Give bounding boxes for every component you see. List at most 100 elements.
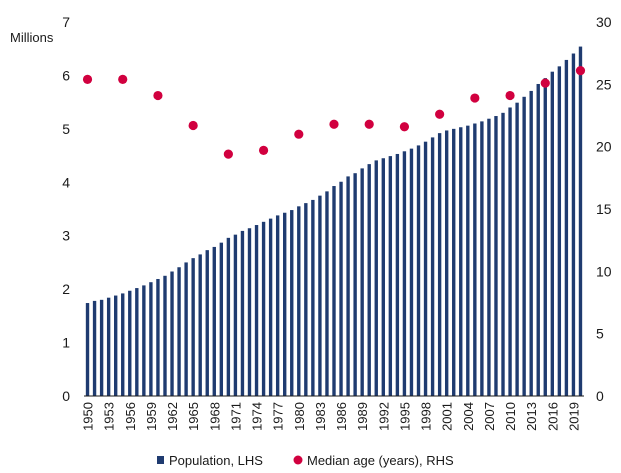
x-axis-ticks: 1950 1953 1956 1959 1962 1965 1968 1971 1974 1977… xyxy=(81,402,582,431)
population-bar-1966 xyxy=(198,254,202,396)
population-bar-2005 xyxy=(473,123,477,396)
population-bar-1964 xyxy=(184,262,188,396)
right-tick-label: 15 xyxy=(596,201,612,217)
population-bar-2016 xyxy=(550,71,554,396)
population-bar-2007 xyxy=(487,118,491,397)
left-tick-label: 1 xyxy=(62,335,70,351)
population-bar-1988 xyxy=(353,173,357,396)
median-age-point-1955 xyxy=(118,74,128,84)
x-tick-label: 1983 xyxy=(313,402,328,431)
population-bar-1991 xyxy=(374,160,378,396)
x-tick-label: 2016 xyxy=(545,402,560,431)
x-tick-label: 1962 xyxy=(165,402,180,431)
population-bar-2013 xyxy=(529,90,533,397)
population-bar-1975 xyxy=(261,221,266,396)
population-bar-1977 xyxy=(275,215,280,396)
population-bar-1962 xyxy=(170,271,174,396)
legend-median-age-swatch xyxy=(293,455,303,465)
population-bar-1967 xyxy=(205,250,209,396)
x-tick-label: 1953 xyxy=(102,402,117,431)
legend-median-age-label: Median age (years), RHS xyxy=(307,453,454,468)
left-tick-label: 4 xyxy=(62,174,70,190)
legend-population-label: Population, LHS xyxy=(169,453,263,468)
right-tick-label: 5 xyxy=(596,326,604,342)
population-bar-2018 xyxy=(564,59,569,397)
x-tick-label: 1959 xyxy=(144,402,159,431)
population-bar-2006 xyxy=(480,121,484,396)
right-axis-ticks: 0 5 10 15 20 25 30 xyxy=(596,14,612,404)
population-bar-2017 xyxy=(557,66,562,396)
x-tick-label: 1965 xyxy=(186,402,201,431)
right-tick-label: 10 xyxy=(596,263,612,279)
median-age-point-2020 xyxy=(575,66,586,76)
population-bar-2011 xyxy=(515,102,519,397)
population-bar-1998 xyxy=(423,141,428,396)
population-bar-1952 xyxy=(99,299,104,396)
population-bar-1978 xyxy=(283,212,287,396)
population-bar-1970 xyxy=(226,237,231,396)
x-tick-label: 1995 xyxy=(397,402,412,431)
population-bar-1963 xyxy=(177,267,181,396)
x-tick-label: 1977 xyxy=(271,402,286,431)
population-bar-1956 xyxy=(128,290,132,396)
population-bar-2014 xyxy=(536,83,540,396)
x-tick-label: 1956 xyxy=(123,402,138,431)
population-bar-2004 xyxy=(466,125,470,397)
legend: Population, LHS Median age (years), RHS xyxy=(157,453,454,468)
population-bar-1994 xyxy=(395,153,400,396)
x-tick-label: 2013 xyxy=(524,402,539,431)
population-bar-1974 xyxy=(254,225,259,396)
population-bar-1954 xyxy=(114,295,118,396)
median-age-point-1975 xyxy=(258,145,269,156)
population-bar-1959 xyxy=(149,282,153,396)
population-bar-1957 xyxy=(135,288,139,396)
median-age-point-2015 xyxy=(540,78,550,88)
x-tick-label: 1950 xyxy=(81,402,96,431)
population-bar-1971 xyxy=(233,234,238,396)
x-tick-label: 1968 xyxy=(207,402,222,431)
population-bar-1995 xyxy=(402,151,407,396)
x-tick-label: 1992 xyxy=(376,402,391,431)
population-bar-2012 xyxy=(522,96,526,397)
right-tick-label: 25 xyxy=(596,76,612,92)
left-tick-label: 3 xyxy=(62,228,70,244)
population-bar-1965 xyxy=(191,258,195,396)
population-bar-2001 xyxy=(444,130,449,396)
median-age-dots xyxy=(82,66,586,159)
population-bar-2019 xyxy=(571,53,576,397)
population-bar-1960 xyxy=(156,278,160,396)
left-tick-label: 2 xyxy=(62,281,70,297)
population-bar-1980 xyxy=(297,206,301,396)
population-bar-2020 xyxy=(578,46,583,396)
median-age-point-1995 xyxy=(399,122,410,132)
population-bar-1983 xyxy=(318,195,322,396)
median-age-point-1950 xyxy=(82,74,93,84)
x-tick-label: 1980 xyxy=(292,402,307,431)
left-tick-label: 0 xyxy=(62,388,70,404)
population-bar-2010 xyxy=(508,107,512,397)
population-bar-2002 xyxy=(452,128,456,397)
population-bar-2003 xyxy=(459,127,463,396)
population-bar-1958 xyxy=(142,285,146,396)
population-bar-1973 xyxy=(247,228,252,396)
median-age-point-2010 xyxy=(505,90,515,101)
x-tick-label: 2004 xyxy=(461,402,476,431)
population-bar-2000 xyxy=(437,133,442,396)
population-bar-1985 xyxy=(332,186,336,396)
x-tick-label: 1998 xyxy=(419,402,434,431)
x-tick-label: 2019 xyxy=(566,402,581,431)
left-tick-label: 7 xyxy=(62,14,70,30)
population-bar-1979 xyxy=(290,210,294,396)
population-bar-1981 xyxy=(304,203,308,396)
left-tick-label: 6 xyxy=(62,67,70,83)
right-tick-label: 30 xyxy=(596,14,612,30)
population-bar-1984 xyxy=(325,191,329,396)
population-bar-1982 xyxy=(311,199,315,396)
population-bar-1976 xyxy=(268,218,273,396)
x-tick-label: 2010 xyxy=(503,402,518,431)
population-bar-1950 xyxy=(85,303,90,396)
population-bar-1989 xyxy=(360,168,364,396)
population-bar-1969 xyxy=(219,242,224,396)
population-bar-1992 xyxy=(381,158,385,396)
